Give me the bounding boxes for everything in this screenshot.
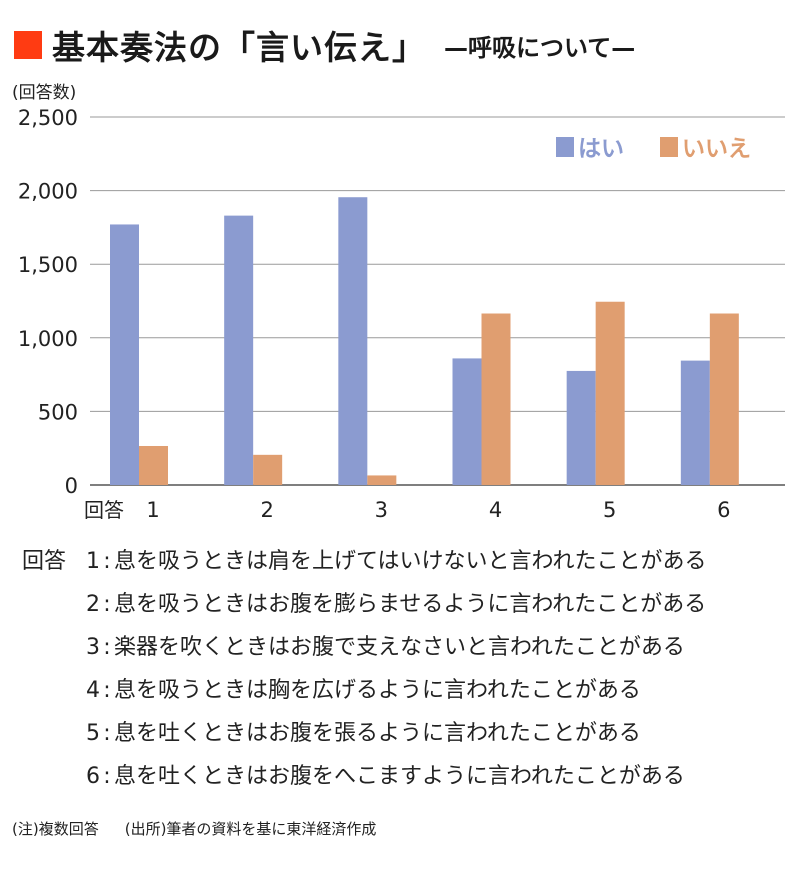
answer-colon: : bbox=[103, 635, 111, 660]
x-tick-label: 5 bbox=[603, 498, 616, 522]
title-accent-square bbox=[14, 31, 42, 59]
y-tick-label: 0 bbox=[65, 474, 78, 498]
chart-subtitle: —呼吸について— bbox=[444, 33, 636, 62]
answer-colon: : bbox=[103, 721, 111, 746]
bar-はい-1 bbox=[110, 224, 139, 485]
answer-colon: : bbox=[103, 549, 111, 574]
chart-title: 基本奏法の「言い伝え」 bbox=[52, 28, 426, 67]
bar-いいえ-5 bbox=[595, 301, 625, 485]
bar-はい-2 bbox=[224, 215, 254, 485]
legend-swatch bbox=[556, 137, 574, 157]
answer-colon: : bbox=[103, 592, 111, 617]
gridlines bbox=[90, 116, 785, 486]
answer-text: 息を吸うときはお腹を膨らませるように言われたことがある bbox=[114, 592, 707, 617]
x-tick-label: 2 bbox=[260, 498, 273, 522]
y-tick-label: 2,500 bbox=[18, 106, 78, 130]
answer-list: 回答 1 : 息を吸うときは肩を上げてはいけないと言われたことがある 2 : 息… bbox=[22, 540, 792, 798]
answer-text: 息を吐くときはお腹を張るように言われたことがある bbox=[114, 721, 641, 746]
y-tick-label: 500 bbox=[38, 400, 78, 424]
y-tick-labels: 0 500 1,000 1,500 2,000 2,500 bbox=[18, 106, 78, 498]
y-axis-label: (回答数) bbox=[12, 83, 76, 103]
legend-label: いいえ bbox=[682, 136, 751, 162]
footnotes: (注)複数回答 (出所)筆者の資料を基に東洋経済作成 bbox=[12, 818, 376, 839]
bar-いいえ-2 bbox=[253, 454, 283, 485]
answer-number: 6 bbox=[86, 764, 100, 789]
footnote-source: (出所)筆者の資料を基に東洋経済作成 bbox=[124, 820, 377, 838]
answer-text: 息を吸うときは肩を上げてはいけないと言われたことがある bbox=[114, 549, 707, 574]
x-tick-label: 1 bbox=[146, 498, 159, 522]
answer-number: 2 bbox=[86, 592, 100, 617]
x-tick-label: 3 bbox=[375, 498, 388, 522]
x-tick-label: 4 bbox=[489, 498, 502, 522]
bar-いいえ-1 bbox=[139, 445, 168, 485]
answer-colon: : bbox=[103, 764, 111, 789]
bar-はい-5 bbox=[566, 370, 596, 485]
bar-はい-4 bbox=[452, 358, 482, 485]
bars bbox=[110, 197, 739, 485]
answer-prefix: 回答 bbox=[22, 549, 67, 574]
legend-label: はい bbox=[578, 136, 624, 162]
legend: はい いいえ bbox=[556, 136, 751, 162]
y-tick-label: 2,000 bbox=[18, 180, 78, 204]
answer-item: 2 : 息を吸うときはお腹を膨らませるように言われたことがある bbox=[22, 583, 792, 626]
answer-item: 6 : 息を吐くときはお腹をへこますように言われたことがある bbox=[22, 755, 792, 798]
answer-number: 5 bbox=[86, 721, 100, 746]
bar-chart: (回答数) 0 500 1,000 1,500 2,000 2,500 1 2 3 4 5 6 回答… bbox=[12, 83, 785, 522]
x-tick-labels: 1 2 3 4 5 6 bbox=[146, 498, 730, 522]
bar-いいえ-3 bbox=[367, 475, 397, 485]
bar-はい-3 bbox=[338, 197, 368, 485]
x-tick-label: 6 bbox=[717, 498, 730, 522]
answer-text: 楽器を吹くときはお腹で支えなさいと言われたことがある bbox=[114, 635, 685, 660]
chart-title-block: 基本奏法の「言い伝え」 —呼吸について— bbox=[14, 20, 635, 70]
answer-colon: : bbox=[103, 678, 111, 703]
answer-item: 回答 1 : 息を吸うときは肩を上げてはいけないと言われたことがある bbox=[22, 540, 792, 583]
answer-item: 5 : 息を吐くときはお腹を張るように言われたことがある bbox=[22, 712, 792, 755]
bar-いいえ-6 bbox=[709, 313, 739, 485]
answer-text: 息を吸うときは胸を広げるように言われたことがある bbox=[114, 678, 641, 703]
answer-text: 息を吐くときはお腹をへこますように言われたことがある bbox=[114, 764, 685, 789]
legend-swatch bbox=[660, 137, 678, 157]
y-tick-label: 1,500 bbox=[18, 253, 78, 277]
answer-number: 4 bbox=[86, 678, 100, 703]
y-tick-label: 1,000 bbox=[18, 327, 78, 351]
answer-number: 3 bbox=[86, 635, 100, 660]
bar-いいえ-4 bbox=[481, 313, 511, 485]
footnote-note: (注)複数回答 bbox=[12, 820, 99, 838]
answer-item: 4 : 息を吸うときは胸を広げるように言われたことがある bbox=[22, 669, 792, 712]
answer-number: 1 bbox=[86, 549, 100, 574]
answer-item: 3 : 楽器を吹くときはお腹で支えなさいと言われたことがある bbox=[22, 626, 792, 669]
x-axis-prefix-label: 回答 bbox=[84, 498, 124, 522]
bar-はい-6 bbox=[680, 360, 710, 485]
